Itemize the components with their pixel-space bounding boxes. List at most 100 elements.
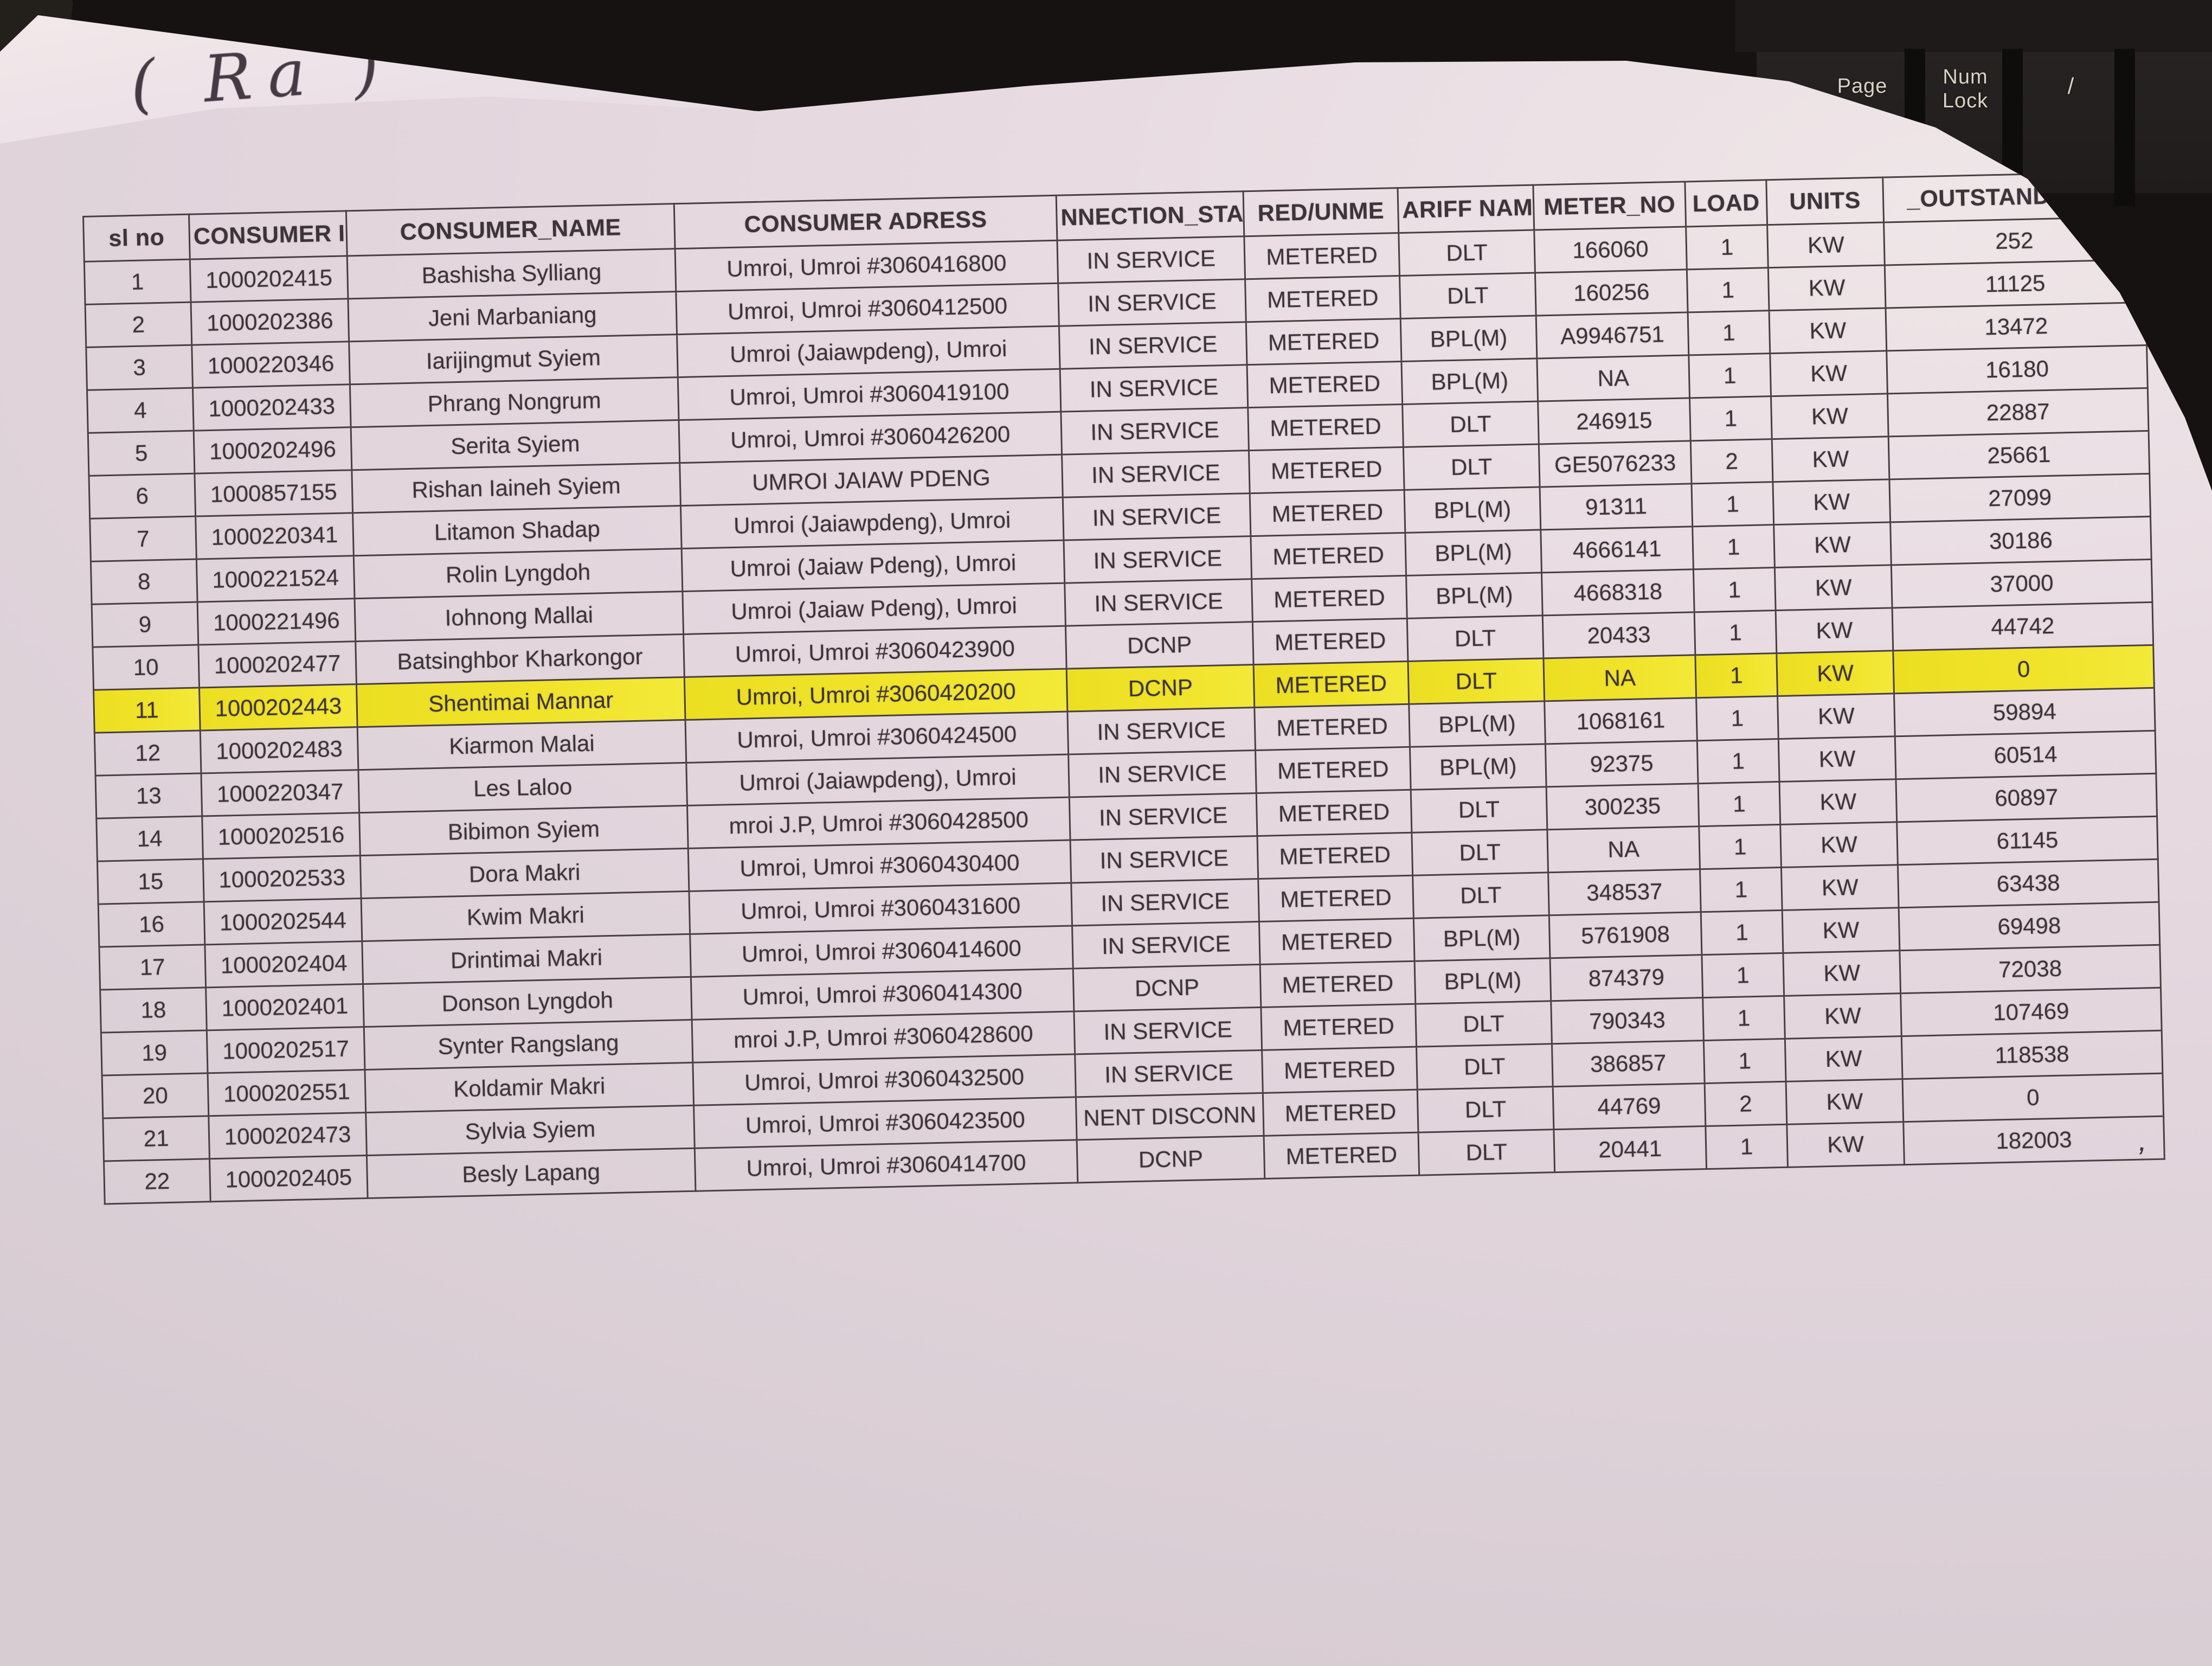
table-cell: 166060 (1534, 226, 1687, 273)
table-cell: Shentimai Mannar (356, 677, 686, 727)
table-cell: 3 (86, 345, 193, 390)
table-cell: Bibimon Syiem (359, 805, 689, 856)
table-cell: 1 (1701, 910, 1783, 955)
table-cell: METERED (1255, 747, 1411, 793)
table-cell: 182003 (1903, 1116, 2165, 1165)
table-cell: 1 (1695, 653, 1778, 698)
table-cell: KW (1767, 222, 1885, 268)
table-cell: Umroi, Umroi #3060423900 (683, 626, 1067, 677)
table-cell: DLT (1407, 658, 1545, 704)
table-cell: NENT DISCONN (1076, 1093, 1264, 1140)
table-cell: A9946751 (1536, 312, 1689, 359)
table-cell: 1000202443 (199, 684, 358, 731)
table-cell: 1 (1693, 567, 1776, 612)
table-cell: Umroi, Umroi #3060426200 (678, 412, 1062, 463)
table-cell: 69498 (1899, 902, 2160, 951)
table-cell: 1 (1696, 696, 1779, 741)
table-cell: Umroi, Umroi #3060424500 (685, 712, 1069, 763)
table-cell: 1 (1691, 482, 1774, 527)
table-cell: BPL(M) (1406, 572, 1543, 619)
table-cell: KW (1776, 607, 1893, 653)
table-cell: 1 (84, 259, 191, 305)
table-cell: DLT (1411, 786, 1547, 833)
table-cell: 1 (1698, 781, 1780, 826)
table-cell: Umroi (Jaiaw Pdeng), Umroi (681, 540, 1065, 592)
table-cell: 1 (1697, 739, 1780, 784)
table-cell: METERED (1252, 618, 1408, 665)
column-header: NNECTION_STA (1056, 191, 1244, 241)
table-cell: 91311 (1540, 483, 1693, 530)
table-cell: 252 (1883, 216, 2145, 266)
table-cell: 59894 (1894, 688, 2156, 736)
table-cell: BPL(M) (1409, 701, 1546, 747)
table-cell: 2 (1705, 1081, 1787, 1126)
table-cell: KW (1774, 565, 1893, 611)
table-cell: KW (1773, 522, 1892, 568)
table-cell: 44769 (1553, 1083, 1706, 1130)
table-cell: 0 (1902, 1073, 2164, 1122)
table-cell: IN SERVICE (1072, 921, 1261, 969)
table-cell: KW (1772, 479, 1891, 525)
table-cell: 118538 (1901, 1030, 2163, 1079)
table-cell: Umroi, Umroi #3060420200 (684, 669, 1068, 720)
table-cell: IN SERVICE (1059, 322, 1248, 369)
table-cell: IN SERVICE (1058, 279, 1246, 326)
table-cell: 15 (97, 858, 204, 905)
table-cell: IN SERVICE (1063, 493, 1251, 541)
table-cell: Umroi (Jaiawpdeng), Umroi (680, 497, 1064, 549)
table-cell: Iarijingmut Syiem (349, 334, 678, 385)
table-cell: DLT (1399, 273, 1536, 319)
table-cell: METERED (1248, 404, 1404, 451)
table-cell: 1000220347 (201, 770, 359, 816)
table-cell: 10 (92, 645, 200, 690)
table-cell: IN SERVICE (1073, 1007, 1262, 1054)
table-cell: 1000220341 (195, 512, 354, 560)
table-cell: 348537 (1548, 869, 1701, 915)
table-cell: Umroi, Umroi #3060414300 (691, 968, 1074, 1020)
table-cell: DCNP (1065, 621, 1254, 669)
table-cell: Phrang Nongrum (350, 377, 679, 427)
table-cell: 16180 (1886, 345, 2148, 394)
table-cell: 8 (91, 559, 198, 605)
table-cell: METERED (1250, 490, 1405, 536)
table-cell: 30186 (1890, 516, 2152, 565)
table-cell: DLT (1403, 444, 1540, 490)
table-cell: Serita Syiem (351, 420, 680, 470)
keyboard-key-slash: / (2067, 73, 2075, 99)
table-cell: 20441 (1553, 1126, 1707, 1172)
keyboard-key-page: Page (1837, 75, 1888, 98)
column-header: ARIFF NAM (1397, 185, 1534, 233)
table-cell: BPL(M) (1404, 486, 1541, 533)
table-cell: DLT (1416, 1043, 1553, 1090)
table-cell: 2 (1690, 439, 1773, 484)
table-cell: DLT (1415, 1001, 1552, 1047)
table-cell: METERED (1247, 361, 1403, 408)
table-cell: 1 (1686, 225, 1769, 270)
table-cell: KW (1771, 393, 1889, 439)
table-cell: 60514 (1895, 731, 2156, 779)
table-cell: mroi J.P, Umroi #3060428600 (692, 1011, 1075, 1063)
table-cell: 14 (96, 816, 203, 862)
table-cell: KW (1778, 736, 1896, 782)
table-cell: UMROI JAIAW PDENG (679, 454, 1063, 506)
table-cell: 1000220346 (191, 341, 350, 388)
table-cell: IN SERVICE (1067, 707, 1256, 755)
table-cell: 160256 (1535, 269, 1688, 316)
table-cell: 1000221524 (196, 555, 355, 603)
table-cell: KW (1784, 993, 1902, 1039)
table-cell: 1000202516 (202, 812, 361, 859)
table-cell: Umroi, Umroi #3060414700 (695, 1139, 1078, 1191)
table-cell: Jeni Marbaniang (348, 291, 677, 342)
table-cell: NA (1547, 826, 1700, 873)
table-cell: 1000202386 (191, 298, 349, 345)
table-cell: KW (1780, 822, 1898, 868)
table-cell: KW (1783, 950, 1901, 996)
table-cell: 44742 (1892, 602, 2153, 651)
table-cell: 16 (98, 901, 205, 947)
table-cell: 1000202405 (209, 1155, 368, 1202)
table-cell: Synter Rangslang (364, 1020, 693, 1070)
table-cell: Umroi, Umroi #3060414600 (690, 925, 1073, 977)
table-cell: NA (1536, 355, 1690, 402)
table-cell: Donson Lyngdoh (363, 977, 692, 1027)
table-cell: 12 (94, 730, 201, 776)
